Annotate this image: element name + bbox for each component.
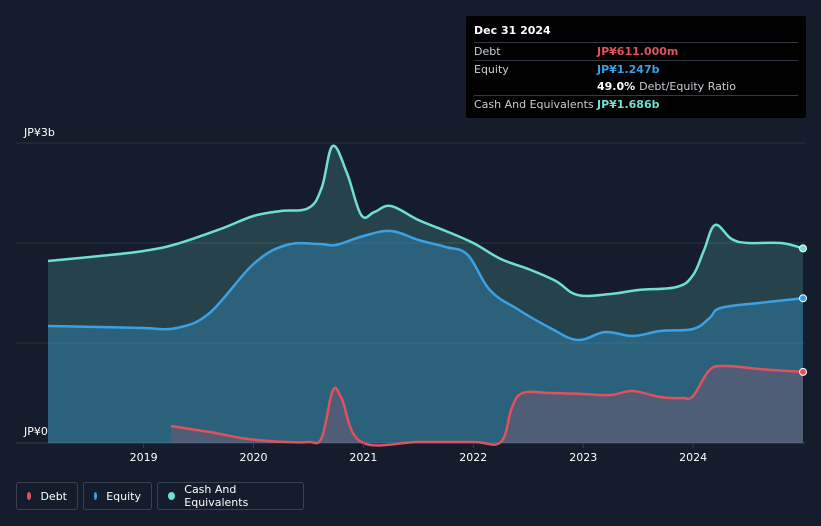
legend-equity-label: Equity xyxy=(106,489,141,503)
x-tick-label-2021: 2021 xyxy=(349,451,377,464)
debt-line xyxy=(170,364,804,447)
tooltip-panel: Dec 31 2024 Debt JP¥611.000m Equity JP¥1… xyxy=(466,16,806,118)
x-tick-label-2024: 2024 xyxy=(679,451,707,464)
tooltip-cash-value: JP¥1.686b xyxy=(597,98,660,111)
cash-and-equivalents-end-marker xyxy=(799,244,807,253)
legend-debt-dot xyxy=(27,492,32,500)
tooltip-equity-label: Equity xyxy=(474,63,509,76)
x-tick-label-2019: 2019 xyxy=(130,451,158,464)
chart-areas xyxy=(48,145,804,446)
x-axis-ticks: 2019 2020 2021 2022 2023 2024 xyxy=(130,443,707,464)
chart-lines xyxy=(47,144,804,447)
tooltip-ratio-label xyxy=(474,78,597,95)
debt-area xyxy=(171,365,804,446)
end-markers xyxy=(799,244,807,376)
equity-line xyxy=(47,229,804,342)
debt-end-marker xyxy=(799,367,807,376)
legend-equity-dot xyxy=(94,492,98,500)
tooltip-debt-value: JP¥611.000m xyxy=(597,45,679,58)
cash-and-equivalents-line xyxy=(47,144,804,298)
y-axis-bottom-label: JP¥0 xyxy=(23,425,48,438)
y-axis-top-label: JP¥3b xyxy=(23,126,55,139)
x-tick-label-2022: 2022 xyxy=(459,451,487,464)
tooltip-debt-label: Debt xyxy=(474,45,501,58)
tooltip-date: Dec 31 2024 xyxy=(474,24,551,37)
tooltip-equity-value: JP¥1.247b xyxy=(597,63,660,76)
x-tick-label-2023: 2023 xyxy=(569,451,597,464)
legend-cash-label: Cash And Equivalents xyxy=(184,483,249,509)
tooltip-cash-label: Cash And Equivalents xyxy=(474,98,594,111)
legend-item-cash[interactable]: Cash And Equivalents xyxy=(157,482,304,510)
cash-and-equivalents-area xyxy=(48,145,803,443)
tooltip-ratio-value: 49.0% xyxy=(597,80,636,93)
legend-debt-label: Debt xyxy=(40,489,67,503)
tooltip-row-equity: Equity JP¥1.247b xyxy=(474,60,798,78)
tooltip-row-ratio: 49.0% Debt/Equity Ratio xyxy=(474,78,798,95)
equity-end-marker xyxy=(799,294,807,303)
tooltip-ratio-text: Debt/Equity Ratio xyxy=(639,80,736,93)
x-tick-label-2020: 2020 xyxy=(240,451,268,464)
legend-item-debt[interactable]: Debt xyxy=(16,482,78,510)
legend-item-equity[interactable]: Equity xyxy=(83,482,152,510)
tooltip-row-cash: Cash And Equivalents JP¥1.686b xyxy=(474,95,798,113)
legend-cash-dot xyxy=(168,492,176,500)
tooltip-row-debt: Debt JP¥611.000m xyxy=(474,42,798,60)
